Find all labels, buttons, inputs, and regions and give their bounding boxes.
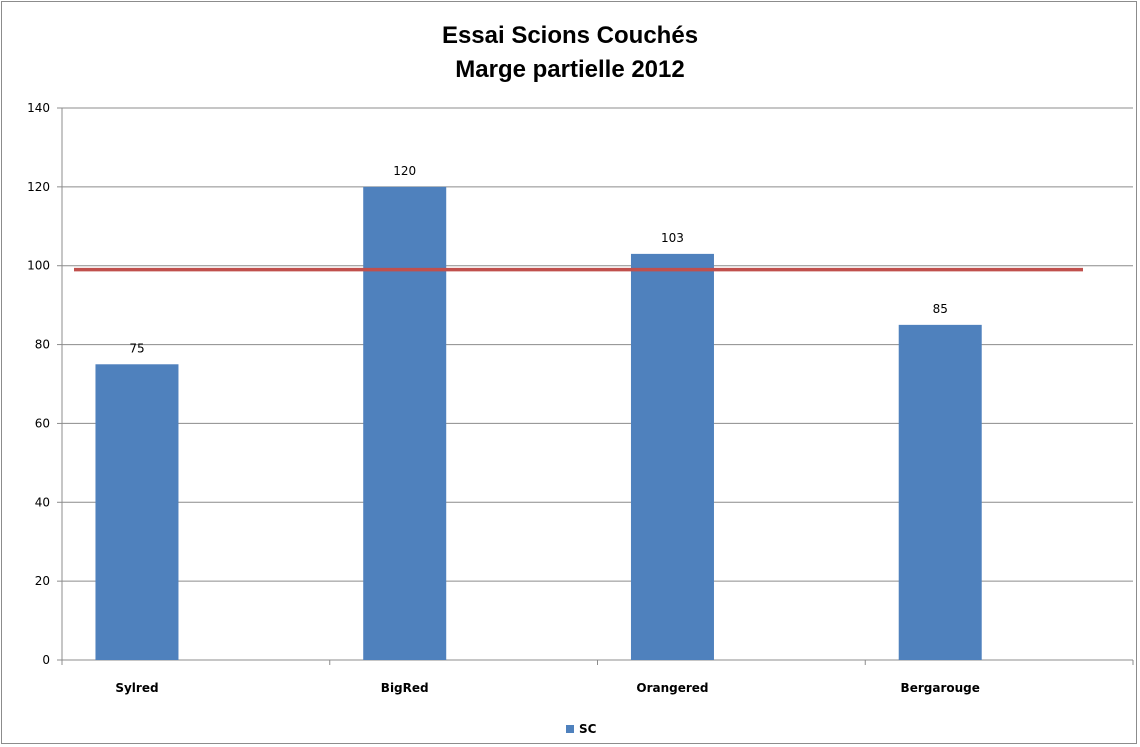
legend: SC bbox=[566, 722, 596, 736]
y-tick-label-60: 60 bbox=[35, 416, 50, 430]
bar-sylred bbox=[95, 364, 179, 660]
data-label-bergarouge: 85 bbox=[933, 302, 948, 316]
chart-title-line-1: Essai Scions Couchés bbox=[441, 22, 699, 49]
category-label-orangered: Orangered bbox=[636, 681, 708, 695]
y-tick-label-120: 120 bbox=[27, 180, 50, 194]
category-label-sylred: Sylred bbox=[115, 681, 158, 695]
bar-orangered bbox=[630, 253, 714, 660]
y-tick-label-80: 80 bbox=[35, 338, 50, 352]
data-label-orangered: 103 bbox=[661, 231, 684, 245]
y-tick-label-140: 140 bbox=[27, 101, 50, 115]
legend-label: SC bbox=[579, 722, 597, 736]
data-label-bigred: 120 bbox=[393, 164, 416, 178]
chart-title-line-2: Marge partielle 2012 bbox=[455, 56, 685, 83]
y-tick-label-0: 0 bbox=[42, 653, 50, 667]
legend-swatch bbox=[566, 725, 574, 733]
category-label-bigred: BigRed bbox=[381, 681, 429, 695]
y-tick-label-40: 40 bbox=[35, 495, 50, 509]
y-tick-label-100: 100 bbox=[27, 259, 50, 273]
category-label-bergarouge: Bergarouge bbox=[901, 681, 980, 695]
bar-bergarouge bbox=[898, 324, 982, 660]
data-label-sylred: 75 bbox=[129, 341, 144, 355]
bar-bigred bbox=[363, 186, 447, 660]
y-tick-label-20: 20 bbox=[35, 574, 50, 588]
